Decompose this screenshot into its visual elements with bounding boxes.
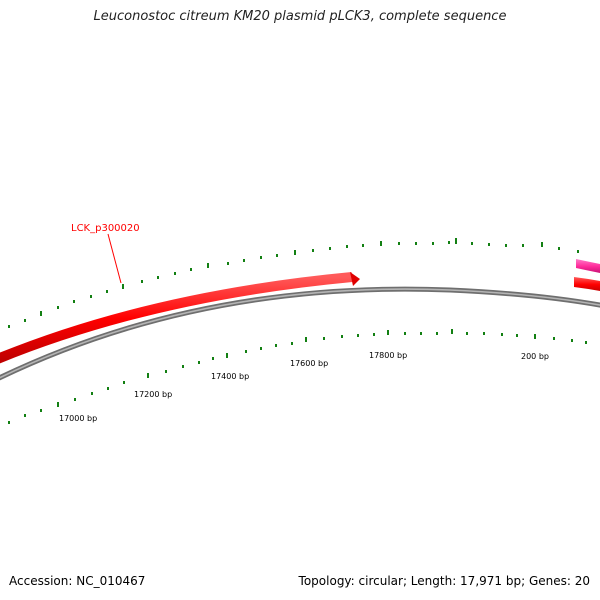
- tick-label-17000: 17000 bp: [59, 414, 97, 423]
- tick-label-17200: 17200 bp: [134, 390, 172, 399]
- inner-tick-ring: [8, 329, 587, 424]
- tick-label-200: 200 bp: [521, 352, 549, 361]
- accession-label: Accession: NC_010467: [9, 574, 146, 588]
- tick-label-17800: 17800 bp: [369, 351, 407, 360]
- gene-label-lck-p300020: LCK_p300020: [71, 223, 140, 234]
- gene-forward-strand-red[interactable]: [574, 277, 600, 292]
- topology-stats-label: Topology: circular; Length: 17,971 bp; G…: [298, 574, 590, 588]
- gene-reverse-strand-pink[interactable]: [576, 259, 600, 274]
- gene-lck-p300020-arrowhead: [350, 272, 360, 286]
- tick-label-17600: 17600 bp: [290, 359, 328, 368]
- gene-label-leader: [107, 233, 122, 284]
- map-title: Leuconostoc citreum KM20 plasmid pLCK3, …: [93, 9, 507, 24]
- gene-lck-p300020[interactable]: [0, 272, 353, 364]
- outer-tick-ring: [8, 238, 579, 328]
- tick-label-17400: 17400 bp: [211, 372, 249, 381]
